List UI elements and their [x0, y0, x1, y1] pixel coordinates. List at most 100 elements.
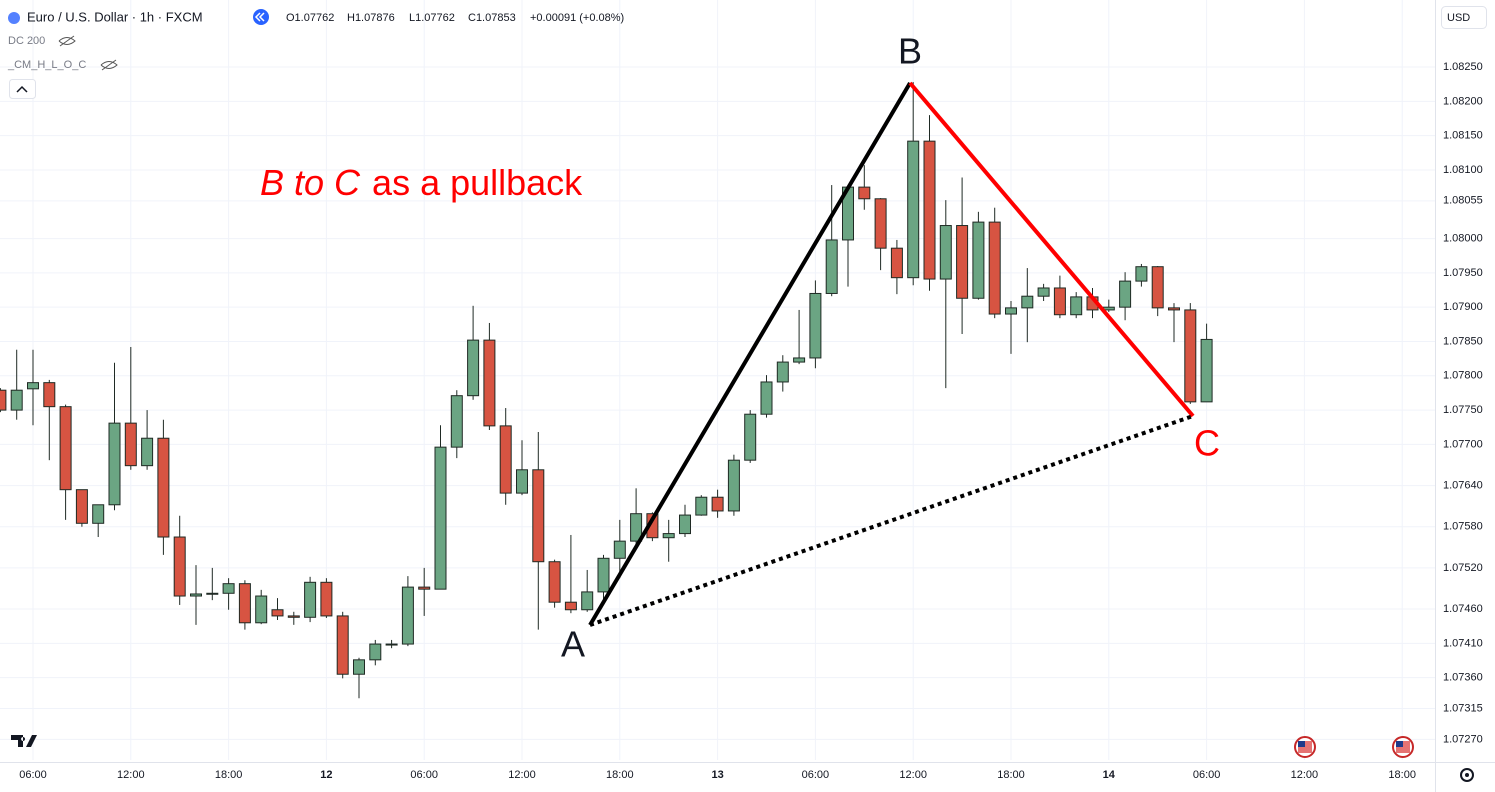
candle-body [43, 382, 56, 408]
event-flag[interactable] [1294, 736, 1316, 758]
candle-body [190, 593, 202, 597]
symbol[interactable]: Euro / U.S. Dollar · 1h · FXCM [27, 9, 203, 24]
settings[interactable] [1460, 768, 1474, 782]
currency-button[interactable] [1441, 6, 1487, 29]
candle-body [956, 225, 969, 299]
candle-body [418, 586, 431, 590]
candle-body [483, 339, 496, 427]
collapse-button[interactable] [9, 79, 36, 99]
x-tick-label: 06:00 [1193, 769, 1221, 781]
candle-body [597, 557, 610, 593]
candle-body [320, 581, 333, 617]
candle-body [581, 591, 594, 611]
y-tick-label: 1.08150 [1443, 130, 1483, 142]
hide-icon[interactable] [58, 35, 76, 47]
candle-body [516, 469, 528, 494]
candle-body [727, 459, 740, 512]
x-tick-label: 06:00 [802, 769, 830, 781]
a-b-line [588, 81, 912, 627]
ohlc-low: L1.07762 [409, 12, 455, 24]
x-tick-label: 06:00 [410, 769, 438, 781]
candle-body [287, 615, 300, 618]
y-tick-label: 1.07700 [1443, 438, 1483, 450]
x-tick-label: 13 [711, 769, 723, 781]
y-tick-label: 1.07315 [1443, 702, 1483, 714]
candle-body [92, 504, 105, 524]
candle-body [744, 413, 757, 461]
candle-body [548, 561, 561, 603]
candle-body [939, 225, 952, 280]
ohlc-high: H1.07876 [347, 12, 395, 24]
x-tick-label: 14 [1103, 769, 1116, 781]
x-tick-label: 12 [320, 769, 332, 781]
candle-body [1184, 309, 1197, 403]
candle-body [613, 540, 626, 559]
candle-body [238, 583, 251, 624]
event-flag[interactable] [1392, 736, 1414, 758]
candle-body [1070, 296, 1083, 316]
candle-body [336, 615, 349, 675]
y-tick-label: 1.07640 [1443, 479, 1483, 491]
y-tick-label: 1.07410 [1443, 637, 1483, 649]
y-tick-label: 1.07850 [1443, 335, 1483, 347]
candle-body [679, 514, 691, 535]
x-tick-label: 12:00 [899, 769, 927, 781]
candle-body [499, 425, 512, 494]
y-tick-label: 1.08100 [1443, 164, 1483, 176]
candle-body [907, 140, 920, 279]
ohlc-open: O1.07762 [286, 12, 334, 24]
y-tick-label: 1.07270 [1443, 733, 1483, 745]
ohlc-change: +0.00091 (+0.08%) [530, 12, 624, 24]
axes: 1.08250 1.08200 1.08150 1.08100 1.08055 1.080… [19, 61, 1483, 781]
candle-body [1200, 338, 1213, 403]
y-tick-label: 1.08055 [1443, 195, 1483, 207]
logo [11, 735, 37, 747]
candles [0, 82, 1213, 699]
candle-body [385, 643, 398, 646]
candle-body [173, 536, 186, 597]
candle-body [825, 239, 838, 294]
point-label: A [561, 624, 585, 665]
candle-body [59, 406, 72, 491]
candle-body [760, 381, 773, 415]
candle-body [0, 389, 7, 411]
replay-arrows [254, 12, 265, 22]
x-tick-label: 18:00 [1388, 769, 1416, 781]
candle-body [695, 496, 708, 516]
candle-body [255, 595, 268, 624]
candle-body [532, 469, 545, 563]
x-tick-label: 18:00 [215, 769, 243, 781]
b-c-line [908, 81, 1195, 418]
candle-body [858, 186, 871, 200]
candle-body [793, 357, 806, 363]
currency[interactable]: USD [1447, 12, 1470, 24]
y-tick-label: 1.07460 [1443, 603, 1483, 615]
candle-body [1151, 266, 1164, 309]
candle-body [304, 581, 317, 618]
candle-body [27, 382, 39, 390]
candle-body [353, 659, 365, 675]
hide-icon[interactable] [100, 59, 118, 71]
candle-body [10, 389, 23, 411]
symbol-icon [8, 12, 20, 24]
candle-body [1135, 266, 1148, 282]
candle-body [972, 221, 985, 299]
indicator[interactable]: DC 200 [8, 35, 45, 47]
indicator[interactable]: _CM_H_L_O_C [7, 59, 86, 71]
candle-body [776, 361, 789, 383]
candle-body [157, 437, 170, 538]
candle-body [141, 437, 154, 467]
candle-body [1005, 307, 1017, 315]
candle-body [874, 198, 887, 249]
candle-body [108, 422, 121, 506]
y-tick-label: 1.08200 [1443, 95, 1483, 107]
ohlc-close: C1.07853 [468, 12, 516, 24]
candle-body [124, 422, 137, 467]
collapse-arrow [16, 85, 28, 93]
candle-body [923, 140, 936, 280]
candle-body [890, 247, 903, 279]
y-tick-label: 1.07360 [1443, 672, 1483, 684]
candle-body [988, 221, 1001, 315]
point-label: C [1194, 423, 1220, 464]
